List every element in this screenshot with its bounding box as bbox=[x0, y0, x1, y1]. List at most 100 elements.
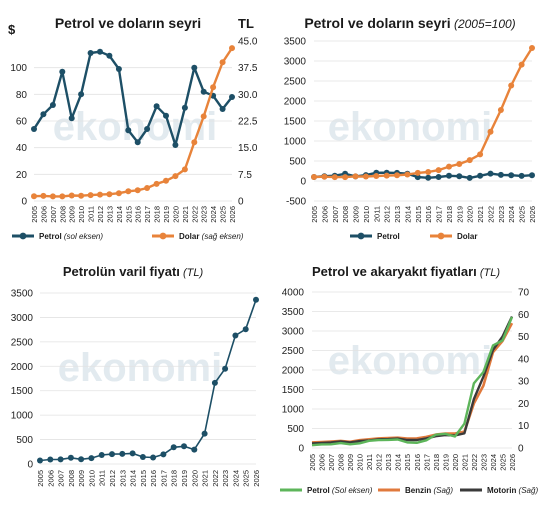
petrol-point bbox=[150, 454, 157, 461]
y-tick-label: 10 bbox=[518, 421, 530, 432]
y-tick-label: 30.0 bbox=[238, 90, 258, 101]
x-tick-label: 2023 bbox=[221, 470, 230, 487]
petrol-point bbox=[466, 174, 473, 181]
dolar-point bbox=[487, 128, 494, 135]
legend-swatch-dot bbox=[159, 232, 167, 240]
chart-title: Petrolün varil fiyatı (TL) bbox=[63, 264, 204, 279]
dolar-point bbox=[321, 173, 328, 180]
petrol-point bbox=[129, 450, 136, 457]
x-tick-label: 2022 bbox=[470, 454, 479, 471]
petrol-point bbox=[219, 106, 226, 112]
y-tick-label: 2500 bbox=[11, 337, 34, 348]
x-tick-label: 2006 bbox=[46, 470, 55, 487]
y-tick-label: 0 bbox=[300, 177, 306, 188]
petrol-point bbox=[229, 94, 235, 100]
petrol-point bbox=[191, 64, 198, 71]
petrol-point bbox=[37, 457, 43, 464]
x-tick-label: 2006 bbox=[320, 206, 329, 223]
x-tick-label: 2024 bbox=[489, 454, 498, 471]
petrol-point bbox=[232, 332, 239, 339]
x-tick-label: 2006 bbox=[39, 206, 48, 223]
dolar-point bbox=[342, 174, 349, 181]
y-tick-label: 1500 bbox=[11, 386, 34, 397]
motorin-line bbox=[311, 315, 514, 445]
y-tick-label: 100 bbox=[10, 63, 27, 74]
chart-title: Petrol ve doların seyri (2005=100) bbox=[304, 15, 515, 31]
petrol-point bbox=[508, 172, 515, 179]
dolar-point bbox=[229, 45, 235, 52]
legend-label: Benzin (Sağ) bbox=[405, 486, 453, 495]
petrol-point bbox=[47, 456, 54, 463]
x-tick-label: 2019 bbox=[455, 206, 464, 223]
x-tick-label: 2023 bbox=[200, 206, 209, 223]
x-tick-label: 2015 bbox=[414, 206, 423, 223]
dolar-point bbox=[106, 191, 113, 198]
y-tick-label: 2000 bbox=[282, 366, 305, 377]
x-tick-label: 2010 bbox=[87, 470, 96, 487]
petrol-line bbox=[39, 299, 257, 462]
dolar-point bbox=[134, 187, 141, 194]
x-tick-label: 2023 bbox=[497, 206, 506, 223]
y-tick-label: 7.5 bbox=[238, 170, 252, 181]
y-tick-label: 3500 bbox=[11, 289, 34, 300]
dolar-point bbox=[219, 59, 226, 66]
x-tick-label: 2008 bbox=[58, 206, 67, 223]
x-tick-label: 2005 bbox=[36, 470, 45, 487]
x-tick-label: 2005 bbox=[310, 206, 319, 223]
dolar-point bbox=[446, 163, 452, 170]
y-tick-label: 3000 bbox=[284, 57, 307, 68]
petrol-point bbox=[106, 52, 113, 59]
dolar-point bbox=[362, 173, 369, 180]
x-tick-label: 2020 bbox=[171, 206, 180, 223]
petrol-point bbox=[139, 454, 146, 460]
petrol-point bbox=[477, 172, 484, 179]
petrol-point bbox=[242, 326, 249, 333]
dolar-point bbox=[518, 61, 525, 68]
x-tick-label: 2021 bbox=[476, 206, 485, 223]
x-tick-label: 2020 bbox=[190, 470, 199, 487]
x-tick-label: 2007 bbox=[327, 454, 336, 471]
petrol-point bbox=[153, 103, 160, 110]
petrol-point bbox=[49, 102, 56, 108]
y-tick-label: 3000 bbox=[11, 313, 34, 324]
legend-label: Motorin (Sağ) bbox=[487, 486, 538, 495]
petrol-point bbox=[435, 174, 442, 180]
x-tick-label: 2022 bbox=[190, 206, 199, 223]
x-tick-label: 2018 bbox=[170, 470, 179, 487]
y-tick-label: 3000 bbox=[282, 327, 305, 338]
x-tick-label: 2008 bbox=[337, 454, 346, 471]
y-tick-label: 2000 bbox=[11, 362, 34, 373]
y-tick-label: 40 bbox=[518, 354, 530, 365]
x-tick-label: 2023 bbox=[479, 454, 488, 471]
x-tick-label: 2013 bbox=[105, 206, 114, 223]
petrol-point bbox=[59, 68, 66, 75]
x-tick-label: 2024 bbox=[231, 470, 240, 487]
watermark: ekonomi bbox=[328, 105, 492, 149]
petrol-point bbox=[181, 104, 188, 111]
legend-swatch-dot bbox=[19, 232, 27, 240]
x-tick-label: 2020 bbox=[466, 206, 475, 223]
dolar-point bbox=[163, 177, 169, 184]
petrol-point bbox=[222, 365, 229, 372]
x-tick-label: 2019 bbox=[441, 454, 450, 471]
petrol-point bbox=[160, 451, 167, 458]
petrol-point bbox=[170, 444, 177, 451]
dolar-point bbox=[425, 169, 432, 175]
petrol-point bbox=[109, 451, 115, 458]
x-tick-label: 2014 bbox=[403, 206, 412, 223]
petrol-line bbox=[311, 316, 514, 447]
x-tick-label: 2007 bbox=[331, 206, 340, 223]
petrol-point bbox=[414, 174, 421, 181]
x-tick-label: 2012 bbox=[375, 454, 384, 471]
x-tick-label: 2017 bbox=[159, 470, 168, 487]
petrol-point bbox=[191, 446, 198, 453]
x-tick-label: 2009 bbox=[68, 206, 77, 223]
petrol-point bbox=[57, 456, 64, 463]
dolar-point bbox=[87, 192, 94, 199]
petrol-point bbox=[446, 172, 452, 179]
petrol-point bbox=[119, 450, 126, 457]
x-tick-label: 2015 bbox=[403, 454, 412, 471]
y-tick-label: 1500 bbox=[284, 117, 307, 128]
y-tick-label: 0 bbox=[518, 444, 524, 455]
